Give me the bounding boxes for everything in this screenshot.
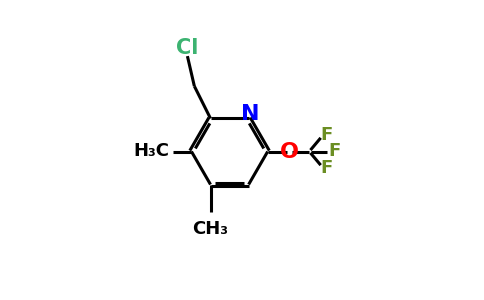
Text: H₃C: H₃C xyxy=(134,142,169,160)
Text: N: N xyxy=(241,104,259,124)
Text: F: F xyxy=(321,159,333,177)
Text: F: F xyxy=(329,142,341,160)
Text: F: F xyxy=(321,126,333,144)
Text: O: O xyxy=(280,142,299,161)
Text: Cl: Cl xyxy=(176,38,198,58)
Text: CH₃: CH₃ xyxy=(193,220,228,238)
